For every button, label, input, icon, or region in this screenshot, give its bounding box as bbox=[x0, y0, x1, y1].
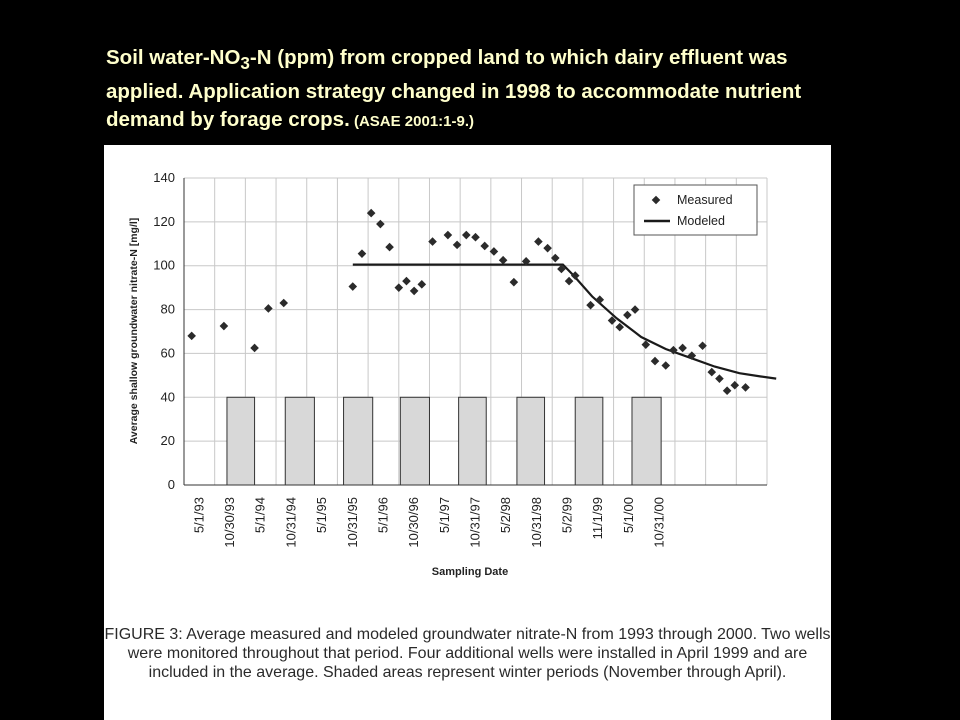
y-tick-label: 60 bbox=[161, 345, 175, 360]
measured-point bbox=[698, 341, 707, 351]
y-tick-label: 20 bbox=[161, 433, 175, 448]
title-text-start: Soil water-NO bbox=[106, 46, 241, 69]
x-tick-label: 5/1/94 bbox=[253, 497, 268, 533]
measured-point bbox=[615, 322, 625, 332]
measured-point bbox=[509, 277, 519, 287]
measured-point bbox=[428, 237, 437, 246]
x-tick-label: 5/2/99 bbox=[560, 497, 575, 533]
winter-bar bbox=[516, 396, 546, 486]
measured-point bbox=[264, 304, 273, 313]
modeled-line bbox=[352, 263, 777, 380]
measured-point bbox=[741, 383, 750, 392]
y-tick-label: 0 bbox=[168, 477, 175, 492]
measured-point bbox=[357, 249, 367, 258]
x-tick-label: 5/1/00 bbox=[621, 497, 636, 533]
measured-point bbox=[471, 232, 480, 242]
measured-point bbox=[650, 356, 660, 366]
measured-point bbox=[521, 257, 531, 266]
legend-label-measured: Measured bbox=[677, 193, 733, 207]
slide-title: Soil water-NO3-N (ppm) from cropped land… bbox=[106, 44, 846, 136]
winter-bar bbox=[284, 396, 315, 486]
winter-bar bbox=[631, 396, 662, 486]
x-tick-label: 5/1/93 bbox=[191, 497, 206, 533]
winter-bar bbox=[574, 396, 604, 486]
x-tick-label: 5/1/95 bbox=[314, 497, 329, 533]
measured-point bbox=[376, 219, 385, 229]
measured-point bbox=[669, 345, 678, 355]
measured-point bbox=[452, 240, 462, 250]
winter-bar bbox=[458, 396, 487, 486]
measured-point bbox=[409, 286, 419, 296]
measured-point bbox=[250, 343, 259, 353]
title-citation: (ASAE 2001:1-9.) bbox=[349, 113, 474, 131]
x-tick-label: 5/1/97 bbox=[437, 497, 452, 533]
x-tick-label: 10/31/98 bbox=[529, 497, 544, 548]
winter-bar bbox=[399, 396, 430, 486]
measured-point bbox=[564, 276, 574, 286]
measured-point bbox=[385, 242, 394, 252]
measured-point bbox=[687, 351, 697, 360]
figure-panel: 0 20 40 60 80 100 120 140 5/1/93 10/30/93 5/1/94 10… bbox=[104, 145, 831, 720]
measured-point bbox=[348, 282, 358, 291]
y-axis-title: Average shallow groundwater nitrate-N [m… bbox=[128, 218, 140, 445]
x-tick-label: 5/2/98 bbox=[498, 497, 513, 533]
measured-point bbox=[279, 298, 289, 308]
measured-point bbox=[641, 340, 651, 349]
legend-box bbox=[633, 184, 758, 236]
measured-point bbox=[534, 237, 543, 246]
x-tick-label: 10/31/95 bbox=[345, 497, 360, 548]
measured-point bbox=[661, 361, 671, 370]
measured-point bbox=[402, 276, 411, 286]
measured-point bbox=[630, 305, 640, 314]
measured-point bbox=[543, 243, 552, 253]
measured-point bbox=[570, 271, 580, 280]
measured-point bbox=[607, 316, 617, 325]
measured-point bbox=[678, 343, 687, 353]
y-tick-label: 140 bbox=[153, 170, 175, 185]
measured-point bbox=[730, 380, 740, 390]
x-tick-label: 10/31/00 bbox=[652, 497, 667, 548]
measured-point bbox=[443, 230, 453, 240]
x-tick-label: 11/1/99 bbox=[590, 497, 605, 539]
measured-point bbox=[461, 230, 471, 240]
legend-marker-measured bbox=[651, 195, 661, 205]
title-text-end: -N (ppm) from cropped land to which dair… bbox=[106, 46, 802, 132]
winter-bar bbox=[343, 396, 374, 486]
title-subscript: 3 bbox=[240, 54, 250, 74]
measured-point bbox=[715, 374, 724, 383]
x-tick-label: 10/30/93 bbox=[222, 497, 237, 548]
legend-label-modeled: Modeled bbox=[677, 214, 725, 228]
winter-bar bbox=[226, 396, 256, 486]
measured-point bbox=[480, 241, 490, 251]
measured-point bbox=[498, 255, 508, 265]
figure-caption: FIGURE 3: Average measured and modeled g… bbox=[104, 626, 831, 681]
y-tick-label: 80 bbox=[161, 302, 175, 317]
x-tick-label: 10/31/94 bbox=[283, 497, 298, 548]
measured-point bbox=[417, 280, 427, 289]
measured-point bbox=[707, 367, 717, 377]
y-tick-label: 100 bbox=[153, 258, 175, 273]
measured-point bbox=[586, 300, 595, 310]
x-axis-title: Sampling Date bbox=[432, 566, 508, 578]
measured-point bbox=[722, 386, 732, 396]
y-tick-label: 120 bbox=[153, 214, 175, 229]
measured-point bbox=[623, 310, 632, 320]
x-tick-label: 5/1/96 bbox=[375, 497, 390, 533]
y-tick-label: 40 bbox=[161, 389, 175, 404]
measured-point bbox=[219, 321, 229, 331]
x-tick-label: 10/31/97 bbox=[468, 497, 483, 548]
measured-point bbox=[187, 331, 196, 341]
nitrate-chart: 0 20 40 60 80 100 120 140 5/1/93 10/30/93 5/1/94 10… bbox=[128, 170, 777, 578]
measured-point bbox=[394, 283, 404, 292]
measured-point bbox=[595, 295, 605, 305]
x-tick-label: 10/30/96 bbox=[406, 497, 421, 548]
